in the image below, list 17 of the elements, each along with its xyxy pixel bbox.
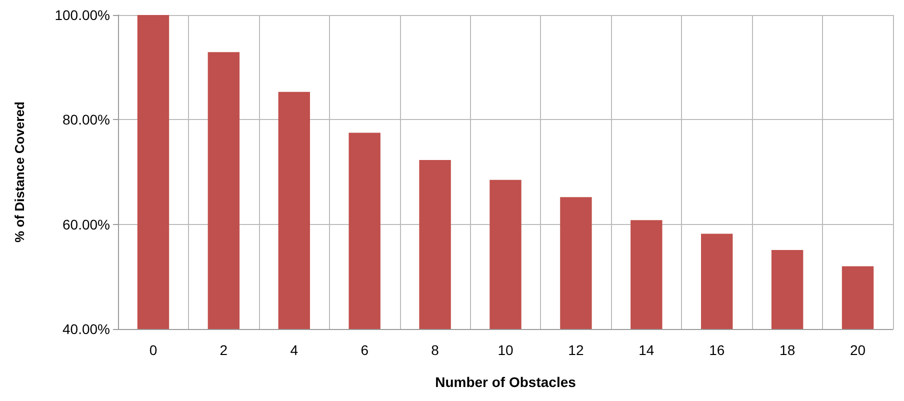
x-tick-label: 6 [360,342,369,358]
y-tick-label: 60.00% [62,216,110,232]
x-axis-title: Number of Obstacles [435,374,576,390]
y-tick-label: 80.00% [62,112,110,128]
x-tick-label: 18 [780,342,796,358]
y-tick-label: 40.00% [62,321,110,337]
x-tick-label: 14 [638,342,654,358]
x-tick-label: 2 [220,342,228,358]
y-axis-title: % of Distance Covered [12,102,27,242]
x-tick-label: 0 [149,342,158,358]
x-tick-label: 20 [850,342,866,358]
x-tick-label: 8 [431,342,440,358]
x-tick-label: 4 [290,342,298,358]
x-tick-label: 10 [498,342,514,358]
x-tick-label: 12 [568,342,584,358]
x-tick-label: 16 [709,342,725,358]
y-tick-label: 100.00% [54,7,110,23]
